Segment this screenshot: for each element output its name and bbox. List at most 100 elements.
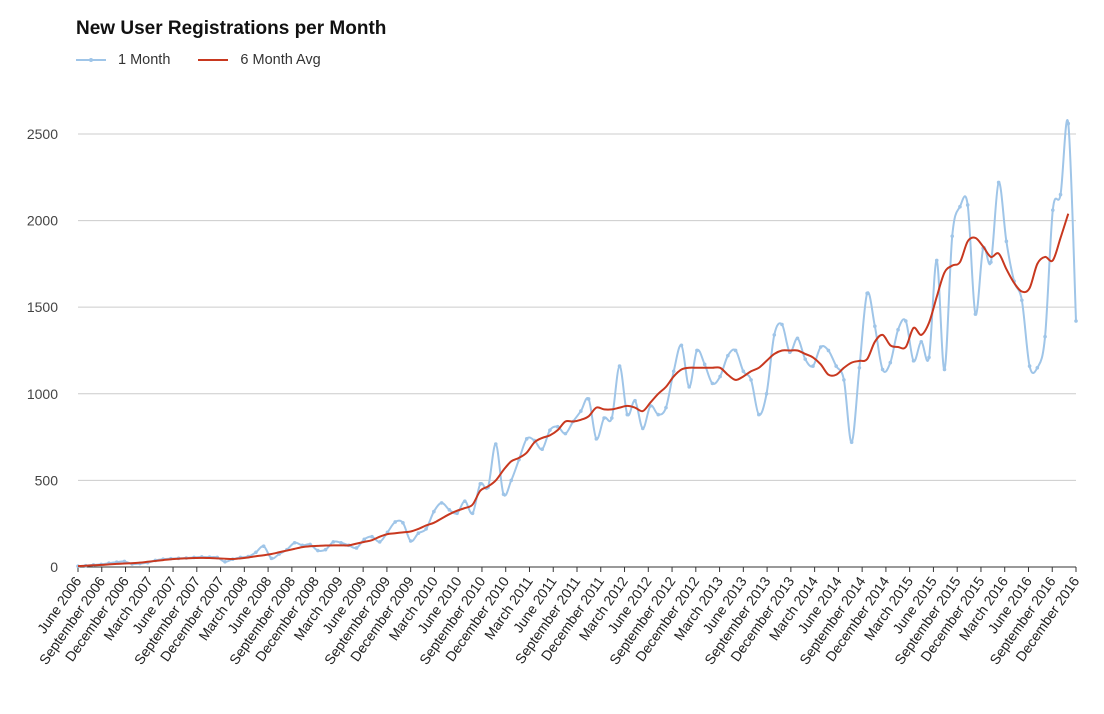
data-point-1-month[interactable] — [439, 501, 444, 505]
data-point-1-month[interactable] — [911, 359, 916, 363]
data-point-1-month[interactable] — [579, 409, 583, 413]
data-point-1-month[interactable] — [269, 556, 274, 561]
data-point-1-month[interactable] — [780, 322, 784, 327]
data-point-1-month[interactable] — [416, 531, 421, 536]
data-point-1-month[interactable] — [695, 348, 699, 353]
data-point-1-month[interactable] — [1074, 319, 1078, 323]
data-point-1-month[interactable] — [1050, 208, 1055, 212]
data-point-1-month[interactable] — [741, 369, 746, 374]
data-point-1-month[interactable] — [586, 397, 591, 401]
series-line-1-month[interactable] — [77, 119, 1077, 568]
data-point-1-month[interactable] — [424, 527, 428, 531]
data-point-1-month[interactable] — [757, 412, 761, 417]
data-point-1-month[interactable] — [795, 336, 800, 341]
data-point-1-month[interactable] — [996, 180, 1001, 185]
data-point-1-month[interactable] — [772, 333, 777, 337]
data-point-1-month[interactable] — [470, 511, 475, 516]
data-point-1-month[interactable] — [594, 437, 599, 441]
data-point-1-month[interactable] — [455, 511, 459, 516]
data-point-1-month[interactable] — [563, 431, 568, 436]
data-point-1-month[interactable] — [377, 540, 382, 544]
data-point-1-month[interactable] — [927, 355, 931, 360]
legend-item-1-month[interactable]: 1 Month — [76, 52, 170, 68]
y-tick-label: 2500 — [27, 126, 58, 142]
data-point-1-month[interactable] — [602, 416, 606, 420]
data-point-1-month[interactable] — [679, 343, 684, 348]
data-point-1-month[interactable] — [122, 559, 127, 564]
data-point-1-month[interactable] — [354, 546, 359, 550]
data-point-1-month[interactable] — [617, 364, 622, 368]
data-point-1-month[interactable] — [834, 364, 838, 368]
data-point-1-month[interactable] — [873, 324, 877, 329]
data-point-1-month[interactable] — [1035, 366, 1040, 370]
data-point-1-month[interactable] — [664, 405, 668, 410]
data-point-1-month[interactable] — [555, 424, 560, 429]
data-point-1-month[interactable] — [493, 442, 498, 446]
data-point-1-month[interactable] — [1066, 121, 1071, 126]
data-point-1-month[interactable] — [223, 560, 227, 564]
data-point-1-month[interactable] — [803, 357, 808, 361]
data-point-1-month[interactable] — [726, 353, 730, 358]
data-point-1-month[interactable] — [331, 540, 336, 544]
data-point-1-month[interactable] — [934, 258, 939, 263]
data-point-1-month[interactable] — [292, 540, 297, 545]
data-point-1-month[interactable] — [865, 291, 869, 296]
data-point-1-month[interactable] — [989, 260, 993, 264]
data-point-1-month[interactable] — [656, 412, 661, 417]
data-point-1-month[interactable] — [254, 550, 258, 555]
data-point-1-month[interactable] — [633, 398, 637, 403]
data-point-1-month[interactable] — [764, 391, 769, 396]
data-point-1-month[interactable] — [950, 234, 955, 238]
data-point-1-month[interactable] — [540, 447, 544, 452]
data-point-1-month[interactable] — [718, 374, 722, 379]
data-point-1-month[interactable] — [610, 416, 614, 420]
data-point-1-month[interactable] — [965, 203, 970, 207]
data-point-1-month[interactable] — [548, 428, 552, 432]
legend-item-6-month-avg[interactable]: 6 Month Avg — [198, 52, 321, 68]
data-point-1-month[interactable] — [401, 521, 405, 525]
data-point-1-month[interactable] — [903, 319, 908, 323]
data-point-1-month[interactable] — [919, 340, 924, 344]
data-point-1-month[interactable] — [888, 360, 893, 365]
data-point-1-month[interactable] — [973, 312, 978, 316]
data-point-1-month[interactable] — [842, 378, 846, 382]
data-point-1-month[interactable] — [818, 345, 823, 349]
data-point-1-month[interactable] — [509, 478, 514, 483]
data-point-1-month[interactable] — [478, 482, 483, 486]
data-point-1-month[interactable] — [826, 348, 831, 353]
data-point-1-month[interactable] — [896, 327, 900, 332]
data-point-1-month[interactable] — [857, 366, 862, 370]
series-line-6-month-avg[interactable] — [77, 213, 1070, 568]
data-point-1-month[interactable] — [1020, 298, 1024, 303]
data-point-1-month[interactable] — [702, 362, 707, 367]
data-point-1-month[interactable] — [733, 348, 738, 353]
data-point-1-month[interactable] — [849, 440, 854, 445]
data-point-1-month[interactable] — [671, 369, 676, 374]
data-point-1-month[interactable] — [640, 426, 645, 431]
data-point-1-month[interactable] — [501, 492, 506, 497]
data-point-1-month[interactable] — [942, 367, 947, 372]
data-point-1-month[interactable] — [339, 540, 343, 545]
data-point-1-month[interactable] — [524, 437, 529, 441]
data-point-1-month[interactable] — [880, 367, 885, 372]
data-point-1-month[interactable] — [408, 539, 413, 543]
data-point-1-month[interactable] — [749, 378, 753, 382]
data-point-1-month[interactable] — [463, 499, 467, 503]
data-point-1-month[interactable] — [1043, 334, 1047, 339]
data-point-1-month[interactable] — [370, 534, 374, 539]
data-point-1-month[interactable] — [687, 385, 691, 389]
data-point-1-month[interactable] — [1027, 364, 1032, 368]
data-point-1-month[interactable] — [625, 412, 630, 417]
data-point-1-month[interactable] — [447, 508, 452, 512]
data-point-1-month[interactable] — [316, 548, 320, 553]
data-point-1-month[interactable] — [1058, 192, 1063, 197]
data-point-1-month[interactable] — [432, 509, 436, 514]
data-point-1-month[interactable] — [323, 547, 328, 552]
data-point-1-month[interactable] — [393, 520, 397, 524]
data-point-1-month[interactable] — [710, 381, 715, 386]
data-point-1-month[interactable] — [261, 544, 266, 549]
data-point-1-month[interactable] — [362, 537, 367, 542]
data-point-1-month[interactable] — [811, 364, 815, 368]
data-point-1-month[interactable] — [958, 204, 962, 209]
data-point-1-month[interactable] — [1004, 239, 1009, 244]
